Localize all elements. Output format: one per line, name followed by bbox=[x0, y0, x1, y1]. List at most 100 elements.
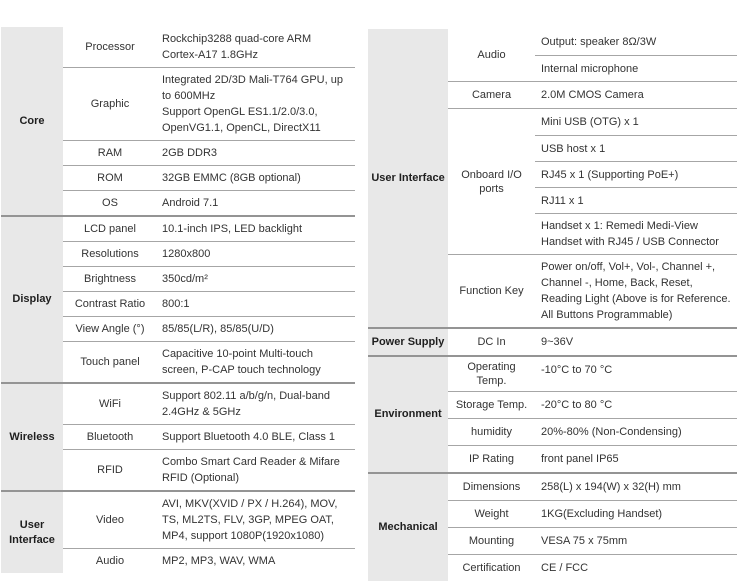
row-label-touch-panel: Touch panel bbox=[80, 356, 140, 368]
row-label-rom: ROM bbox=[97, 172, 123, 184]
spec-row-dimensions: Dimensions 258(L) x 194(W) x 32(H) mm bbox=[448, 474, 737, 500]
spec-row-touch-panel: Touch panel Capacitive 10-point Multi-tou… bbox=[63, 341, 355, 382]
value-cells: 1KG(Excluding Handset) bbox=[535, 501, 737, 527]
spec-row-brightness: Brightness 350cd/m² bbox=[63, 266, 355, 291]
value-cells: -20°C to 80 °C bbox=[535, 392, 737, 418]
row-value: 350cd/m² bbox=[162, 273, 208, 285]
row-value: Output: speaker 8Ω/3W bbox=[541, 36, 657, 48]
row-label-onboard-i-o-ports: Onboard I/O ports bbox=[461, 168, 522, 195]
spec-row-storage-temp: Storage Temp. -20°C to 80 °C bbox=[448, 391, 737, 418]
spec-row-function-key: Function Key Power on/off, Vol+, Vol-, Ch… bbox=[448, 254, 737, 327]
spec-row-rom: ROM 32GB EMMC (8GB optional) bbox=[63, 165, 355, 190]
rows-container: Operating Temp. -10°C to 70 °C Storage Tem… bbox=[448, 357, 737, 472]
row-value: Handset x 1: Remedi Medi-View Handset wi… bbox=[535, 213, 737, 254]
row-value: 1KG(Excluding Handset) bbox=[541, 508, 663, 520]
spec-row-processor: Processor Rockchip3288 quad-core ARM Cort… bbox=[63, 27, 355, 67]
row-label-lcd-panel: LCD panel bbox=[84, 223, 136, 235]
value-cells: 350cd/m² bbox=[157, 267, 355, 291]
value-cells: 800:1 bbox=[157, 292, 355, 316]
spec-group-user-interface: User Interface Audio Output: speaker 8Ω/3W… bbox=[368, 29, 737, 327]
row-value: front panel IP65 bbox=[541, 453, 619, 465]
row-value: -10°C to 70 °C bbox=[541, 364, 613, 376]
value-cells: Output: speaker 8Ω/3W Internal microphone bbox=[535, 29, 737, 81]
spec-row-os: OS Android 7.1 bbox=[63, 190, 355, 215]
spec-group-display: Display LCD panel 10.1-inch IPS, LED backl… bbox=[1, 215, 355, 382]
row-label-weight: Weight bbox=[474, 508, 509, 520]
value-cells: 32GB EMMC (8GB optional) bbox=[157, 166, 355, 190]
spec-table-left: Core Processor Rockchip3288 quad-core ARM … bbox=[1, 27, 355, 573]
spec-row-lcd-panel: LCD panel 10.1-inch IPS, LED backlight bbox=[63, 217, 355, 241]
spec-row-graphic: Graphic Integrated 2D/3D Mali-T764 GPU, u… bbox=[63, 67, 355, 140]
row-label-operating-temp: Operating Temp. bbox=[467, 361, 516, 387]
spec-row-contrast-ratio: Contrast Ratio 800:1 bbox=[63, 291, 355, 316]
spec-row-wifi: WiFi Support 802.11 a/b/g/n, Dual-band 2.… bbox=[63, 384, 355, 424]
row-value: 10.1-inch IPS, LED backlight bbox=[162, 223, 303, 235]
row-label-storage-temp: Storage Temp. bbox=[455, 399, 528, 411]
spec-row-view-angle: View Angle (°) 85/85(L/R), 85/85(U/D) bbox=[63, 316, 355, 341]
category-cell-user-interface: User Interface bbox=[368, 29, 448, 327]
row-label-brightness: Brightness bbox=[84, 273, 136, 285]
row-value: Internal microphone bbox=[535, 55, 737, 81]
row-label-mounting: Mounting bbox=[468, 535, 515, 547]
row-value: USB host x 1 bbox=[535, 135, 737, 161]
value-cells: 2GB DDR3 bbox=[157, 141, 355, 165]
row-value: MP2, MP3, WAV, WMA bbox=[162, 555, 276, 567]
value-cells: 10.1-inch IPS, LED backlight bbox=[157, 217, 355, 241]
row-value: AVI, MKV(XVID / PX / H.264), MOV, TS, ML… bbox=[162, 498, 338, 542]
row-value: 1280x800 bbox=[162, 248, 211, 260]
row-value: Capacitive 10-point Multi-touch screen, … bbox=[162, 348, 321, 376]
spec-row-camera: Camera 2.0M CMOS Camera bbox=[448, 81, 737, 108]
category-cell-power-supply: Power Supply bbox=[368, 329, 448, 355]
rows-container: LCD panel 10.1-inch IPS, LED backlight Res… bbox=[63, 217, 355, 382]
spec-group-user-interface: User Interface Video AVI, MKV(XVID / PX / … bbox=[1, 490, 355, 573]
category-cell-core: Core bbox=[1, 27, 63, 215]
category-cell-user-interface: User Interface bbox=[1, 492, 63, 573]
spec-table-right: User Interface Audio Output: speaker 8Ω/3W… bbox=[368, 29, 737, 581]
value-cells: Support 802.11 a/b/g/n, Dual-band 2.4GHz… bbox=[157, 384, 355, 424]
row-value: Support Bluetooth 4.0 BLE, Class 1 bbox=[162, 431, 336, 443]
value-cells: 258(L) x 194(W) x 32(H) mm bbox=[535, 474, 737, 500]
row-label-ram: RAM bbox=[97, 147, 123, 159]
row-value: Integrated 2D/3D Mali-T764 GPU, up to 60… bbox=[162, 74, 343, 134]
row-value: 9~36V bbox=[541, 336, 574, 348]
row-value: 258(L) x 194(W) x 32(H) mm bbox=[541, 481, 681, 493]
rows-container: Video AVI, MKV(XVID / PX / H.264), MOV, T… bbox=[63, 492, 355, 573]
spec-row-bluetooth: Bluetooth Support Bluetooth 4.0 BLE, Clas… bbox=[63, 424, 355, 449]
row-value: RJ45 x 1 (Supporting PoE+) bbox=[535, 161, 737, 187]
spec-row-dc-in: DC In 9~36V bbox=[448, 329, 737, 355]
row-value: VESA 75 x 75mm bbox=[541, 535, 628, 547]
row-label-bluetooth: Bluetooth bbox=[86, 431, 134, 443]
row-label-processor: Processor bbox=[85, 41, 135, 53]
rows-container: WiFi Support 802.11 a/b/g/n, Dual-band 2.… bbox=[63, 384, 355, 490]
spec-row-ram: RAM 2GB DDR3 bbox=[63, 140, 355, 165]
row-value: 800:1 bbox=[162, 298, 190, 310]
spec-row-audio: Audio MP2, MP3, WAV, WMA bbox=[63, 548, 355, 573]
row-value: Support 802.11 a/b/g/n, Dual-band 2.4GHz… bbox=[162, 390, 330, 418]
spec-row-audio: Audio Output: speaker 8Ω/3W Internal micro… bbox=[448, 29, 737, 81]
row-label-graphic: Graphic bbox=[90, 98, 130, 110]
spec-row-resolutions: Resolutions 1280x800 bbox=[63, 241, 355, 266]
row-value: CE / FCC bbox=[541, 562, 589, 574]
spec-group-core: Core Processor Rockchip3288 quad-core ARM … bbox=[1, 27, 355, 215]
value-cells: VESA 75 x 75mm bbox=[535, 528, 737, 554]
row-value: Android 7.1 bbox=[162, 197, 219, 209]
row-label-resolutions: Resolutions bbox=[81, 248, 139, 260]
row-label-wifi: WiFi bbox=[99, 398, 121, 410]
category-cell-display: Display bbox=[1, 217, 63, 382]
row-label-dc-in: DC In bbox=[477, 336, 506, 348]
row-label-audio: Audio bbox=[95, 555, 125, 567]
row-value: 20%-80% (Non-Condensing) bbox=[541, 426, 682, 438]
value-cells: Support Bluetooth 4.0 BLE, Class 1 bbox=[157, 425, 355, 449]
spec-row-rfid: RFID Combo Smart Card Reader & Mifare RFI… bbox=[63, 449, 355, 490]
value-cells: Mini USB (OTG) x 1 USB host x 1 RJ45 x 1 (… bbox=[535, 109, 737, 254]
spec-row-ip-rating: IP Rating front panel IP65 bbox=[448, 445, 737, 472]
value-cells: AVI, MKV(XVID / PX / H.264), MOV, TS, ML… bbox=[157, 492, 355, 548]
row-value: Combo Smart Card Reader & Mifare RFID (O… bbox=[162, 456, 340, 484]
row-label-certification: Certification bbox=[462, 562, 521, 574]
row-value: 2GB DDR3 bbox=[162, 147, 218, 159]
row-label-contrast-ratio: Contrast Ratio bbox=[74, 298, 146, 310]
value-cells: Capacitive 10-point Multi-touch screen, … bbox=[157, 342, 355, 382]
value-cells: Android 7.1 bbox=[157, 191, 355, 215]
value-cells: Rockchip3288 quad-core ARM Cortex-A17 1.… bbox=[157, 27, 355, 67]
